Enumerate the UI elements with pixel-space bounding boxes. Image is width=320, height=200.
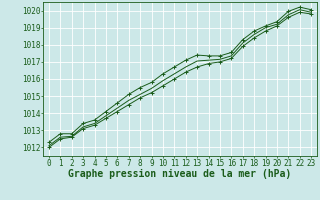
X-axis label: Graphe pression niveau de la mer (hPa): Graphe pression niveau de la mer (hPa)	[68, 169, 292, 179]
